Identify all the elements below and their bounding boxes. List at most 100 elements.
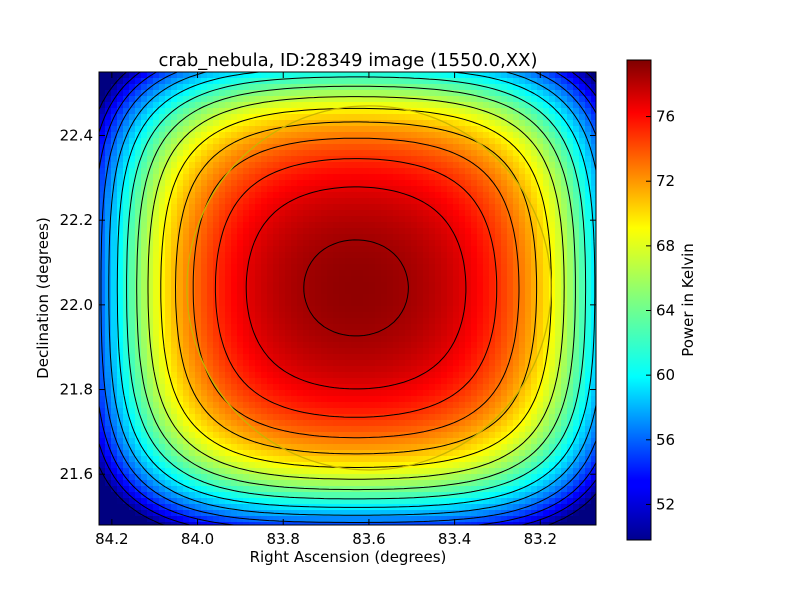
heatmap-cell <box>543 72 550 79</box>
heatmap-cell <box>273 204 280 211</box>
heatmap-cell <box>375 336 382 343</box>
heatmap-cell <box>225 414 232 421</box>
heatmap-cell <box>123 240 130 247</box>
heatmap-cell <box>459 378 466 385</box>
heatmap-cell <box>189 108 196 115</box>
heatmap-cell <box>567 102 574 109</box>
heatmap-cell <box>327 426 334 433</box>
heatmap-cell <box>267 366 274 373</box>
heatmap-cell <box>231 348 238 355</box>
heatmap-cell <box>477 240 484 247</box>
heatmap-cell <box>489 324 496 331</box>
heatmap-cell <box>465 222 472 229</box>
heatmap-cell <box>267 312 274 319</box>
heatmap-cell <box>141 228 148 235</box>
heatmap-cell <box>159 216 166 223</box>
heatmap-cell <box>321 132 328 139</box>
heatmap-cell <box>549 78 556 85</box>
heatmap-cell <box>465 294 472 301</box>
heatmap-cell <box>225 306 232 313</box>
heatmap-cell <box>501 84 508 91</box>
heatmap-cell <box>303 228 310 235</box>
heatmap-cell <box>549 312 556 319</box>
heatmap-cell <box>261 204 268 211</box>
heatmap-cell <box>471 210 478 217</box>
heatmap-cell <box>345 90 352 97</box>
heatmap-cell <box>441 372 448 379</box>
heatmap-cell <box>129 270 136 277</box>
heatmap-cell <box>339 366 346 373</box>
heatmap-cell <box>165 408 172 415</box>
heatmap-cell <box>393 96 400 103</box>
heatmap-cell <box>495 330 502 337</box>
heatmap-cell <box>321 306 328 313</box>
heatmap-cell <box>219 180 226 187</box>
heatmap-cell <box>483 396 490 403</box>
heatmap-cell <box>441 204 448 211</box>
heatmap-cell <box>471 342 478 349</box>
heatmap-cell <box>465 162 472 169</box>
heatmap-cell <box>393 360 400 367</box>
heatmap-cell <box>249 420 256 427</box>
heatmap-cell <box>207 186 214 193</box>
heatmap-cell <box>501 72 508 79</box>
heatmap-cell <box>591 318 596 325</box>
heatmap-cell <box>381 126 388 133</box>
heatmap-cell <box>315 126 322 133</box>
heatmap-cell <box>381 138 388 145</box>
heatmap-cell <box>525 324 532 331</box>
heatmap-cell <box>117 114 124 121</box>
heatmap-cell <box>219 150 226 157</box>
heatmap-cell <box>375 120 382 127</box>
heatmap-cell <box>471 162 478 169</box>
heatmap-cell <box>483 186 490 193</box>
heatmap-cell <box>357 348 364 355</box>
heatmap-cell <box>399 354 406 361</box>
heatmap-cell <box>531 186 538 193</box>
heatmap-cell <box>213 324 220 331</box>
heatmap-cell <box>453 204 460 211</box>
heatmap-cell <box>393 216 400 223</box>
heatmap-cell <box>471 72 478 79</box>
heatmap-cell <box>207 420 214 427</box>
heatmap-cell <box>549 330 556 337</box>
heatmap-cell <box>417 144 424 151</box>
heatmap-cell <box>105 222 112 229</box>
heatmap-cell <box>411 426 418 433</box>
heatmap-cell <box>297 264 304 271</box>
heatmap-cell <box>417 162 424 169</box>
heatmap-cell <box>105 114 112 121</box>
heatmap-cell <box>141 96 148 103</box>
heatmap-cell <box>147 174 154 181</box>
heatmap-cell <box>345 198 352 205</box>
heatmap-cell <box>405 390 412 397</box>
heatmap-cell <box>183 138 190 145</box>
heatmap-cell <box>483 414 490 421</box>
heatmap-cell <box>333 114 340 121</box>
heatmap-cell <box>429 174 436 181</box>
heatmap-cell <box>561 228 568 235</box>
heatmap-cell <box>183 204 190 211</box>
heatmap-cell <box>207 342 214 349</box>
heatmap-cell <box>495 324 502 331</box>
heatmap-cell <box>111 366 118 373</box>
heatmap-cell <box>153 402 160 409</box>
heatmap-cell <box>393 366 400 373</box>
heatmap-cell <box>495 294 502 301</box>
heatmap-cell <box>147 264 154 271</box>
heatmap-cell <box>225 270 232 277</box>
heatmap-cell <box>441 210 448 217</box>
heatmap-cell <box>429 330 436 337</box>
heatmap-cell <box>111 282 118 289</box>
heatmap-cell <box>429 252 436 259</box>
heatmap-cell <box>495 288 502 295</box>
heatmap-cell <box>435 282 442 289</box>
heatmap-cell <box>369 306 376 313</box>
heatmap-cell <box>351 180 358 187</box>
heatmap-cell <box>213 354 220 361</box>
heatmap-cell <box>171 246 178 253</box>
heatmap-cell <box>441 162 448 169</box>
heatmap-cell <box>117 294 124 301</box>
heatmap-cell <box>405 396 412 403</box>
heatmap-cell <box>405 90 412 97</box>
